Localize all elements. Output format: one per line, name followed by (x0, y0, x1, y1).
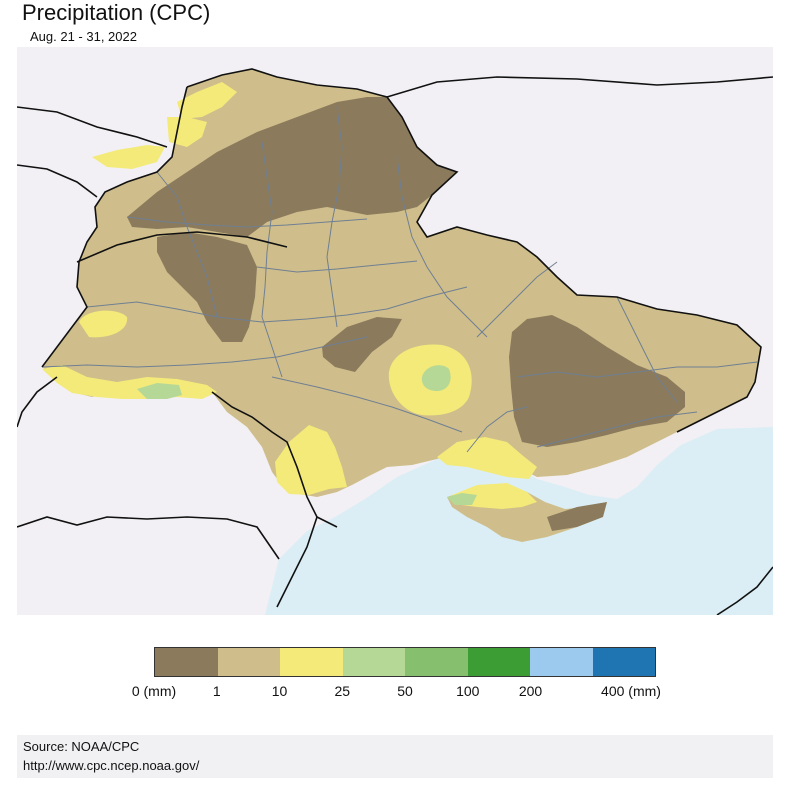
legend-swatch-10-25 (280, 648, 343, 676)
wet-zone-northwest-3 (92, 145, 165, 169)
legend-labels: 0 (mm) 1 10 25 50 100 200 400 (mm) (0, 683, 793, 703)
wet-zone-center-core (421, 365, 451, 392)
legend-swatch-50-100 (405, 648, 468, 676)
source-text: Source: NOAA/CPC (23, 739, 140, 754)
dry-zone-crimea (547, 502, 607, 531)
legend-swatch-200-400 (530, 648, 593, 676)
wet-zone-odesa (275, 425, 347, 495)
map-title: Precipitation (CPC) (22, 0, 211, 25)
legend-swatch-25-50 (342, 648, 405, 676)
legend-label: 200 (518, 683, 543, 699)
legend-label: 25 (334, 683, 351, 699)
legend-label: 1 (212, 683, 221, 699)
legend-label: 50 (397, 683, 413, 699)
date-range: Aug. 21 - 31, 2022 (30, 29, 137, 44)
legend-label: 400 (mm) (601, 683, 661, 699)
legend-label: 10 (271, 683, 288, 699)
legend-swatch-0-1 (155, 648, 218, 676)
legend-label: 100 (456, 683, 480, 699)
dry-zone-center (322, 317, 402, 372)
footer-panel: Source: NOAA/CPC http://www.cpc.ncep.noa… (17, 735, 773, 778)
wet-zone-northwest-1 (177, 82, 237, 119)
legend-color-bar (154, 647, 656, 677)
wet-zone-west-spot (79, 310, 128, 338)
wet-zone-kherson (437, 437, 537, 479)
wet-zone-northwest-2 (167, 117, 207, 147)
legend-swatch-100-200 (467, 648, 530, 676)
oblast-borders (41, 106, 758, 453)
wet-zone-southwest-25-50 (137, 383, 182, 399)
wet-zone-crimea-west (447, 493, 477, 505)
country-borders (17, 68, 773, 615)
legend-swatch-400+ (592, 648, 655, 676)
dry-zone-west (157, 232, 257, 342)
precipitation-map (17, 47, 773, 615)
dry-zone-east (509, 315, 685, 447)
source-url[interactable]: http://www.cpc.ncep.noaa.gov/ (23, 758, 200, 773)
dry-zone-north (127, 97, 457, 237)
legend-label: 0 (mm) (131, 683, 177, 699)
legend-swatch-1-10 (217, 648, 280, 676)
